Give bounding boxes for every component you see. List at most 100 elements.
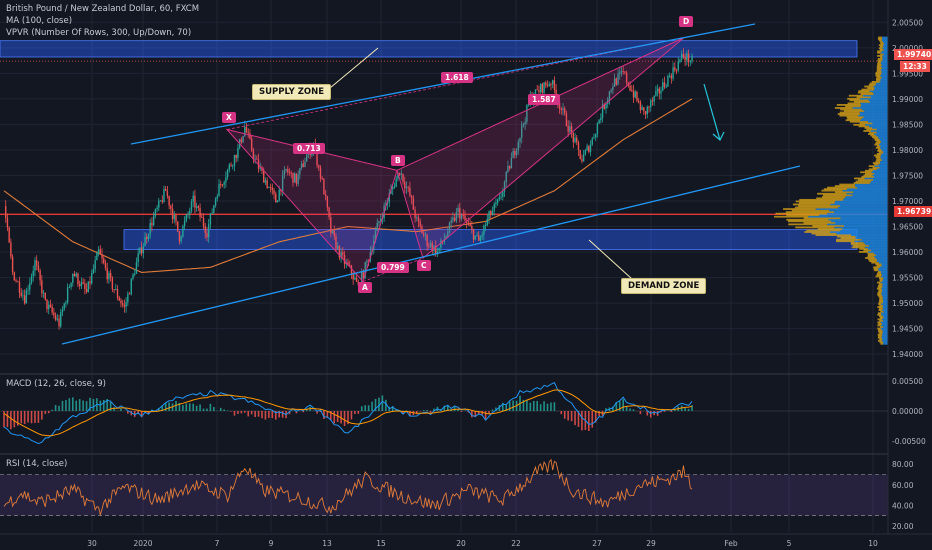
candle-body [214,199,217,206]
vpvr-bar-up [881,65,888,68]
vpvr-bar-down [878,36,883,39]
candle-body [603,104,605,109]
candle-body [319,167,322,179]
price-axis: 2.00500 2.00000 1.99500 1.99000 1.98500 1.980… [887,0,932,550]
pattern-point-c[interactable]: C [417,260,431,271]
vpvr-bar-down [806,229,841,232]
candle-body [491,210,494,216]
vpvr-bar-up [840,217,888,220]
candle-body [183,220,186,227]
vpvr-bar-down [864,85,874,88]
candle-body [281,175,284,192]
vpvr-bar-up [882,296,888,299]
rsi-legend[interactable]: RSI (14, close) [6,459,68,469]
candle-body [572,132,575,143]
candle-body [233,154,236,166]
vpvr-bar-up [858,114,888,117]
candle-body [416,217,418,219]
vpvr-bar-up [880,154,888,157]
vpvr-bar-up [883,53,888,56]
vpvr-bar-up [860,119,888,122]
vpvr-bar-down [877,333,883,336]
macd-histogram-bar [185,403,188,411]
vpvr-bar-up [830,203,888,206]
candle-body [355,277,358,283]
demand-zone-callout[interactable]: DEMAND ZONE [621,278,707,294]
vpvr-bar-up [881,64,888,66]
candle-body [674,67,676,71]
vpvr-bar-up [863,241,888,244]
macd-legend[interactable]: MACD (12, 26, close, 9) [6,379,106,389]
vpvr-bar-up [880,79,888,82]
supply-zone-callout[interactable]: SUPPLY ZONE [252,84,331,100]
legend-vpvr[interactable]: VPVR (Number Of Rows, 300, Up/Down, 70) [6,28,192,38]
vpvr-bar-down [878,47,883,50]
vpvr-bar-down [876,274,882,276]
rsi-line [3,458,693,517]
vpvr-bar-up [881,264,888,267]
candle-body [412,198,415,210]
candle-body [484,225,487,227]
macd-histogram-bar [274,410,277,420]
candle-body [569,126,571,132]
pattern-point-b[interactable]: B [391,155,405,166]
macd-histogram-bar [6,410,9,428]
candle-body [364,262,366,278]
vpvr-bar-down [871,261,879,264]
candle-body [508,166,511,169]
vpvr-bar-up [876,82,888,85]
candle-body [546,85,549,87]
vpvr-bar-up [872,122,888,125]
macd-histogram-bar [264,410,267,420]
vpvr-bar-up [876,254,888,256]
pattern-point-x[interactable]: X [222,112,236,123]
macd-histogram-bar [491,409,494,411]
vpvr-bar-up [883,277,888,279]
candle-body [66,287,69,303]
vpvr-bar-up [852,107,888,109]
vpvr-bar-up [842,189,888,192]
macd-histogram-bar [192,403,194,411]
macd-histogram-bar [295,410,298,414]
vpvr-bar-down [845,119,861,122]
candle-body [447,232,449,237]
candle-body [431,243,433,252]
candle-body [651,100,654,102]
macd-histogram-bar [130,410,133,416]
pattern-point-a[interactable]: A [358,282,372,293]
candle-body [269,187,272,188]
macd-histogram-bar [422,410,425,411]
vpvr-bar-down [865,257,876,259]
candle-body [347,262,349,266]
candle-body [589,144,592,152]
vpvr-bar-up [881,323,888,325]
candle-body [342,252,344,256]
vpvr-bar-down [877,38,882,40]
vpvr-bar-down [875,142,881,145]
macd-histogram-bar [316,410,318,414]
pattern-point-d[interactable]: D [679,16,694,27]
vpvr-bar-down [794,206,838,209]
macd-histogram-bar [625,406,628,411]
vpvr-bar-up [881,293,888,296]
pattern-bd [396,37,685,171]
candle-body [80,282,83,287]
candle-body [498,196,501,200]
macd-histogram-bar [213,406,215,411]
vpvr-bar-up [830,231,888,233]
vpvr-bar-up [883,316,888,319]
legend-ma[interactable]: MA (100, close) [6,16,73,26]
time-tick-7: 22 [511,539,521,548]
legend-symbol[interactable]: British Pound / New Zealand Dollar, 60, … [6,4,200,14]
candle-body [266,180,268,188]
candle-body [318,165,320,168]
vpvr-bar-down [878,284,883,287]
candle-body [11,256,14,272]
vpvr-bar-up [881,336,888,339]
macd-signal-line [3,389,693,437]
vpvr-bar-down [839,111,860,114]
candle-body [679,59,681,62]
candle-body [287,169,289,173]
vpvr-bar-up [882,333,888,336]
